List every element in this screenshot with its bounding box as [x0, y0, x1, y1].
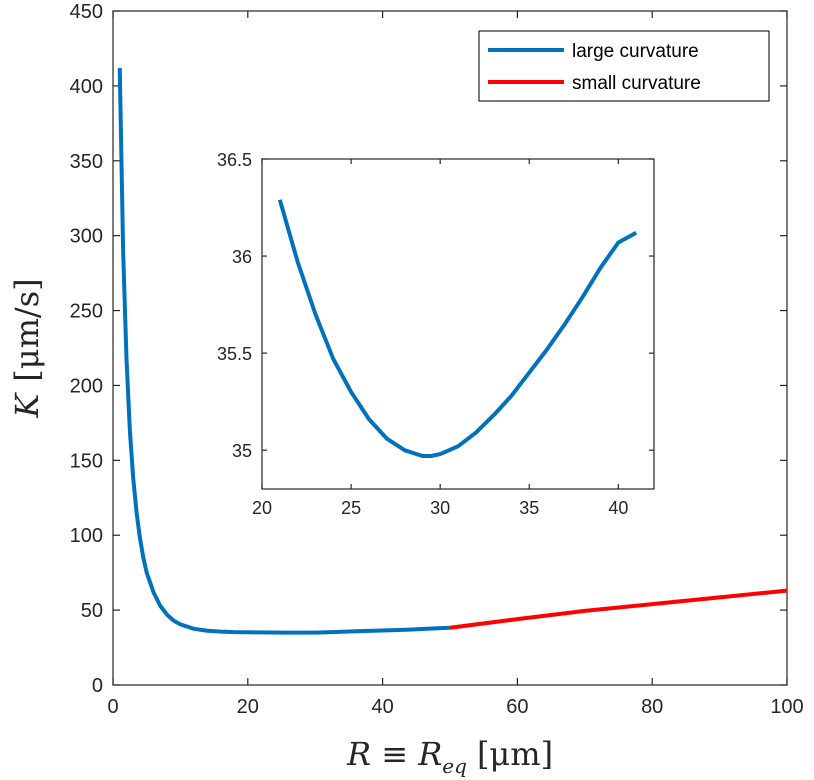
inset-y-tick-label: 35.5 — [217, 344, 252, 364]
inset-y-tick-label: 35 — [232, 441, 252, 461]
inset-axes-frame — [261, 158, 655, 490]
inset-x-tick-label: 40 — [608, 498, 628, 518]
main-x-tick-label: 0 — [107, 696, 118, 718]
main-y-tick-label: 300 — [70, 226, 103, 248]
inset-background — [262, 159, 654, 489]
main-series-large-curvature-line — [117, 67, 451, 635]
main-y-tick-label: 50 — [81, 600, 103, 622]
x-axis-label-sub: eq — [442, 754, 467, 778]
main-plot: 0 20 40 60 80 100 0 50 100 150 200 250 300 350 400 450 — [70, 1, 804, 718]
inset-series-large-curvature-line — [277, 199, 638, 458]
main-y-tick-label: 450 — [70, 1, 103, 23]
inset-x-tick-label: 35 — [519, 498, 539, 518]
main-y-tick-label: 150 — [70, 450, 103, 472]
x-axis-label: R ≡ Req [μm] — [346, 735, 553, 778]
y-axis-label-main: K — [8, 392, 46, 419]
y-axis-label: K [μm/s] — [8, 278, 46, 418]
x-axis-label-main: R ≡ R — [346, 735, 442, 773]
inset-y-tick-label: 36.5 — [217, 150, 252, 170]
main-axes-frame — [112, 10, 788, 686]
inset-y-tick-label: 36 — [232, 247, 252, 267]
main-x-tick-label: 100 — [770, 696, 803, 718]
legend-label-large: large curvature — [572, 41, 699, 62]
main-x-tick-label: 60 — [506, 696, 528, 718]
inset-plot: 20 25 30 35 40 35 35.5 36 36.5 — [217, 150, 655, 518]
main-y-tick-label: 0 — [92, 675, 103, 697]
main-x-tick-label: 20 — [237, 696, 259, 718]
main-x-tick-label: 80 — [641, 696, 663, 718]
main-y-tick-label: 100 — [70, 525, 103, 547]
x-axis-label-unit: [μm] — [477, 735, 553, 773]
main-y-tick-label: 250 — [70, 301, 103, 323]
main-series-small-curvature-line — [449, 588, 788, 630]
legend: large curvature small curvature — [478, 30, 770, 102]
inset-ticks: 20 25 30 35 40 35 35.5 36 36.5 — [217, 150, 654, 518]
main-y-tick-label: 200 — [70, 375, 103, 397]
inset-x-tick-label: 25 — [341, 498, 361, 518]
inset-lines — [277, 199, 638, 458]
legend-label-small: small curvature — [572, 73, 701, 94]
legend-box — [478, 30, 770, 102]
inset-x-tick-label: 20 — [252, 498, 272, 518]
main-y-tick-label: 350 — [70, 151, 103, 173]
main-x-tick-label: 40 — [371, 696, 393, 718]
main-ticks: 0 20 40 60 80 100 0 50 100 150 200 250 300 350 400 450 — [70, 1, 804, 718]
inset-x-tick-label: 30 — [430, 498, 450, 518]
main-lines — [117, 67, 788, 635]
y-axis-label-unit: [μm/s] — [8, 278, 46, 381]
main-y-tick-label: 400 — [70, 76, 103, 98]
